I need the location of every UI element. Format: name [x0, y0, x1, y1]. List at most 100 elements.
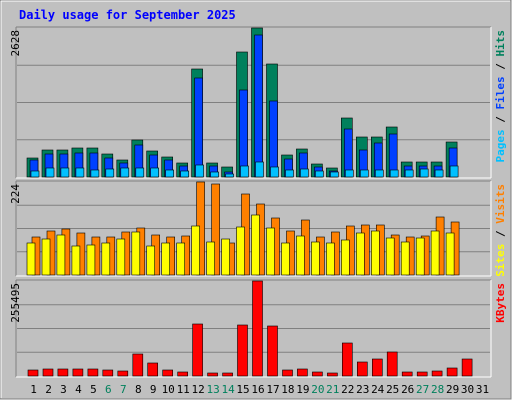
- side-legend-hits: Hits: [494, 30, 507, 57]
- x-tick-label: 25: [386, 383, 399, 396]
- x-tick-label: 24: [371, 383, 385, 396]
- bar-kbytes-day-26: [401, 371, 413, 377]
- bar-kbytes-day-4: [72, 368, 84, 377]
- x-tick-label: 2: [45, 383, 52, 396]
- panel-middle: 224 Sites / Visits: [9, 180, 507, 277]
- bar-pages-day-5: [90, 169, 100, 178]
- bar-kbytes-day-21: [327, 372, 338, 377]
- bar-files-day-16: [254, 34, 263, 178]
- bar-kbytes-day-15: [237, 324, 248, 377]
- bar-pages-day-7: [120, 167, 130, 178]
- y-max-label: 224: [9, 184, 22, 204]
- bar-pages-day-3: [60, 167, 70, 178]
- side-legend-sites: Sites: [494, 244, 507, 277]
- bar-sites-day-10: [161, 242, 170, 276]
- panel-bottom: 255495 KBytes: [9, 279, 507, 378]
- bar-kbytes-day-11: [177, 371, 188, 377]
- bar-sites-day-18: [281, 242, 290, 276]
- bar-kbytes-day-8: [132, 353, 144, 377]
- bar-visits-day-13: [211, 183, 220, 276]
- x-tick-label: 26: [401, 383, 414, 396]
- x-tick-label: 14: [221, 383, 235, 396]
- bar-sites-day-15: [236, 226, 245, 276]
- chart-title: Daily usage for September 2025: [19, 8, 236, 22]
- bar-sites-day-21: [326, 242, 335, 276]
- bars: [26, 181, 460, 276]
- bar-pages-day-20: [315, 170, 324, 178]
- bar-pages-day-23: [359, 169, 369, 178]
- bar-sites-day-16: [251, 214, 260, 276]
- side-legend-files: Files: [494, 76, 507, 109]
- x-tick-label: 31: [476, 383, 489, 396]
- bar-pages-day-10: [165, 169, 174, 178]
- bar-kbytes-day-7: [117, 370, 129, 377]
- x-tick-label: 21: [326, 383, 339, 396]
- bar-sites-day-8: [131, 231, 141, 276]
- side-legend: Sites / Visits: [494, 184, 507, 277]
- bar-pages-day-13: [210, 171, 219, 178]
- bar-sites-day-23: [355, 232, 365, 276]
- side-legend: KBytes: [494, 283, 507, 323]
- chart-panels: 2628 Pages / Files / Hits 224 Sites / Visit…: [9, 26, 507, 378]
- x-tick-label: 16: [251, 383, 264, 396]
- bar-sites-day-2: [41, 238, 51, 276]
- bar-kbytes-day-20: [312, 371, 323, 377]
- x-tick-label: 22: [341, 383, 354, 396]
- side-legend-separator: /: [494, 110, 507, 130]
- bar-kbytes-day-30: [461, 358, 473, 377]
- bar-sites-day-19: [296, 235, 305, 276]
- x-tick-label: 1: [30, 383, 37, 396]
- bar-files-day-17: [269, 100, 278, 178]
- bar-kbytes-day-14: [222, 372, 233, 377]
- x-tick-label: 9: [150, 383, 157, 396]
- bar-kbytes-day-13: [207, 372, 218, 377]
- x-tick-label: 27: [416, 383, 429, 396]
- bar-kbytes-day-23: [356, 361, 368, 377]
- x-tick-label: 11: [177, 383, 190, 396]
- bar-sites-day-25: [385, 237, 395, 276]
- bar-kbytes-day-22: [341, 342, 353, 377]
- bar-kbytes-day-19: [297, 368, 308, 377]
- bar-pages-day-15: [240, 165, 249, 178]
- x-tick-label: 18: [281, 383, 294, 396]
- x-tick-label: 17: [266, 383, 279, 396]
- panel-top: 2628 Pages / Files / Hits: [9, 26, 507, 179]
- bar-kbytes-day-28: [431, 370, 443, 377]
- bar-pages-day-12: [195, 164, 204, 178]
- x-tick-label: 30: [461, 383, 474, 396]
- x-tick-label: 19: [296, 383, 309, 396]
- bar-sites-day-5: [86, 244, 96, 276]
- bar-sites-day-4: [71, 245, 81, 276]
- bar-pages-day-11: [180, 170, 189, 178]
- x-tick-label: 28: [431, 383, 444, 396]
- bar-kbytes-day-5: [87, 368, 99, 377]
- bar-pages-day-18: [285, 169, 294, 178]
- x-tick-label: 3: [60, 383, 67, 396]
- bar-sites-day-17: [266, 227, 275, 276]
- side-legend-pages: Pages: [494, 129, 507, 162]
- x-tick-label: 7: [120, 383, 127, 396]
- bar-pages-day-1: [30, 170, 40, 178]
- bar-pages-day-16: [255, 161, 264, 178]
- bar-pages-day-19: [300, 168, 309, 178]
- bar-kbytes-day-10: [162, 369, 173, 377]
- bar-pages-day-27: [419, 168, 429, 178]
- x-tick-label: 5: [90, 383, 97, 396]
- bar-kbytes-day-12: [192, 323, 203, 377]
- bar-files-day-12: [194, 77, 203, 178]
- side-legend-kbytes: KBytes: [494, 283, 507, 323]
- side-legend-visits: Visits: [494, 184, 507, 224]
- bar-pages-day-2: [45, 167, 55, 178]
- bar-pages-day-4: [75, 167, 85, 178]
- bar-kbytes-day-3: [57, 368, 69, 377]
- bars: [26, 27, 459, 178]
- x-tick-label: 10: [162, 383, 175, 396]
- bar-sites-day-6: [101, 242, 111, 276]
- bar-kbytes-day-25: [386, 351, 398, 377]
- bar-pages-day-24: [374, 169, 384, 178]
- x-tick-label: 20: [311, 383, 324, 396]
- bar-sites-day-9: [146, 245, 155, 276]
- side-legend: Pages / Files / Hits: [494, 30, 507, 163]
- bar-kbytes-day-9: [147, 362, 158, 377]
